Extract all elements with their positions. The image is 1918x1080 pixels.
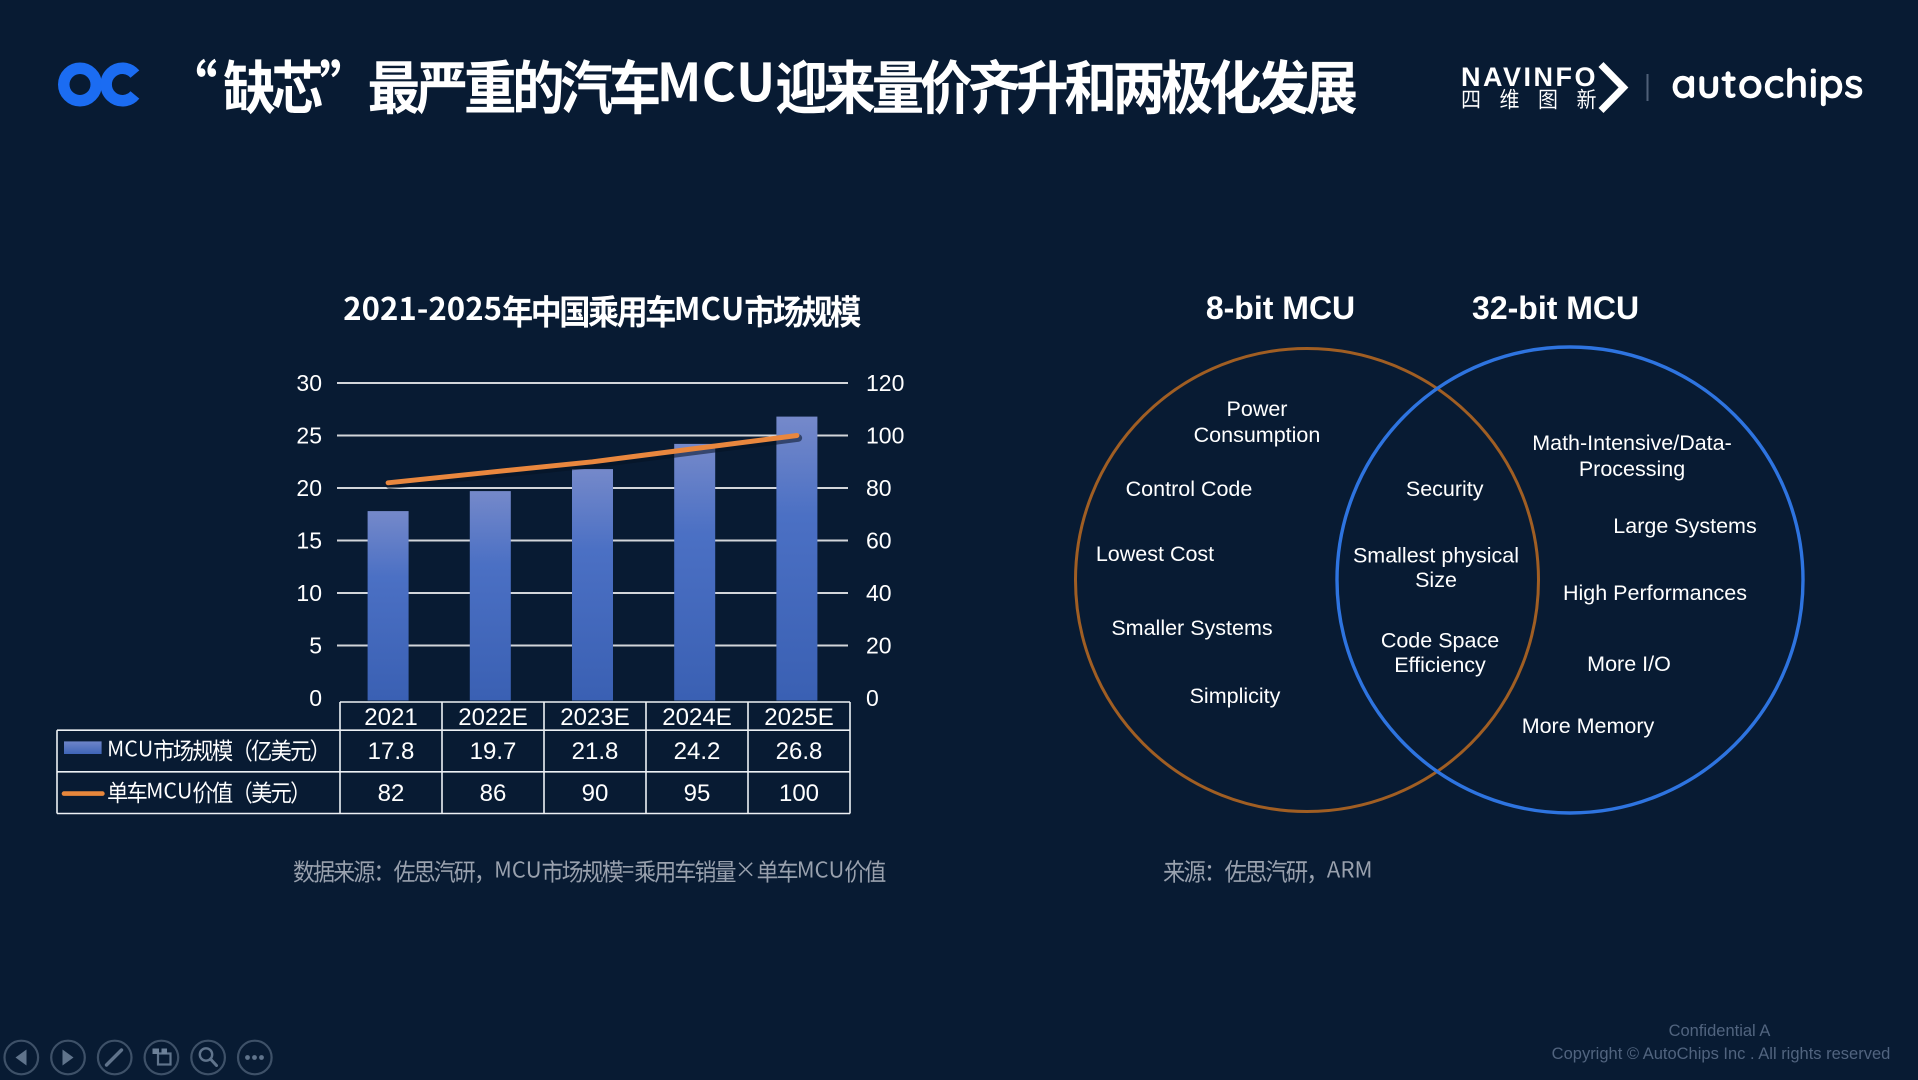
svg-text:90: 90 [582, 780, 609, 807]
svg-text:Smallest physical: Smallest physical [1353, 544, 1519, 568]
svg-text:Size: Size [1415, 568, 1457, 592]
svg-text:19.7: 19.7 [470, 738, 517, 765]
svg-text:Security: Security [1406, 477, 1484, 501]
svg-text:26.8: 26.8 [776, 738, 823, 765]
svg-text:86: 86 [480, 780, 507, 807]
svg-text:2022E: 2022E [458, 704, 527, 731]
svg-text:Lowest Cost: Lowest Cost [1096, 542, 1214, 566]
svg-text:60: 60 [866, 528, 892, 554]
svg-text:10: 10 [296, 580, 322, 606]
svg-text:82: 82 [378, 780, 405, 807]
svg-text:21.8: 21.8 [572, 738, 619, 765]
svg-text:Smaller Systems: Smaller Systems [1111, 616, 1272, 640]
svg-text:High Performances: High Performances [1563, 581, 1747, 605]
svg-text:Simplicity: Simplicity [1190, 684, 1281, 708]
svg-text:0: 0 [309, 685, 322, 711]
svg-text:Large Systems: Large Systems [1613, 514, 1756, 538]
svg-text:More Memory: More Memory [1522, 714, 1655, 738]
svg-text:20: 20 [296, 475, 322, 501]
svg-text:30: 30 [296, 370, 322, 396]
svg-text:Confidential A: Confidential A [1669, 1022, 1771, 1040]
svg-text:More I/O: More I/O [1587, 652, 1671, 676]
svg-text:Processing: Processing [1579, 457, 1685, 481]
svg-text:100: 100 [866, 423, 904, 449]
svg-text:Control Code: Control Code [1126, 477, 1253, 501]
svg-text:0: 0 [866, 685, 879, 711]
svg-text:20: 20 [866, 633, 892, 659]
svg-text:Efficiency: Efficiency [1394, 653, 1486, 677]
svg-text:Math-Intensive/Data-: Math-Intensive/Data- [1532, 431, 1732, 455]
svg-text:Power: Power [1227, 397, 1288, 421]
svg-text:25: 25 [296, 423, 322, 449]
svg-text:2024E: 2024E [662, 704, 731, 731]
svg-text:100: 100 [779, 780, 819, 807]
svg-text:Code Space: Code Space [1381, 629, 1499, 653]
svg-text:32-bit MCU: 32-bit MCU [1472, 290, 1639, 326]
svg-text:80: 80 [866, 475, 892, 501]
svg-text:8-bit MCU: 8-bit MCU [1206, 290, 1355, 326]
svg-text:95: 95 [684, 780, 711, 807]
svg-text:120: 120 [866, 370, 904, 396]
svg-text:Copyright © AutoChips Inc . Al: Copyright © AutoChips Inc . All rights r… [1552, 1045, 1891, 1063]
svg-text:2021: 2021 [364, 704, 417, 731]
svg-text:17.8: 17.8 [368, 738, 415, 765]
svg-text:5: 5 [309, 633, 322, 659]
svg-text:40: 40 [866, 580, 892, 606]
svg-text:24.2: 24.2 [674, 738, 721, 765]
svg-text:2025E: 2025E [764, 704, 833, 731]
svg-text:NAVINFO: NAVINFO [1461, 62, 1598, 92]
svg-text:Consumption: Consumption [1194, 423, 1321, 447]
svg-text:2023E: 2023E [560, 704, 629, 731]
svg-text:15: 15 [296, 528, 322, 554]
